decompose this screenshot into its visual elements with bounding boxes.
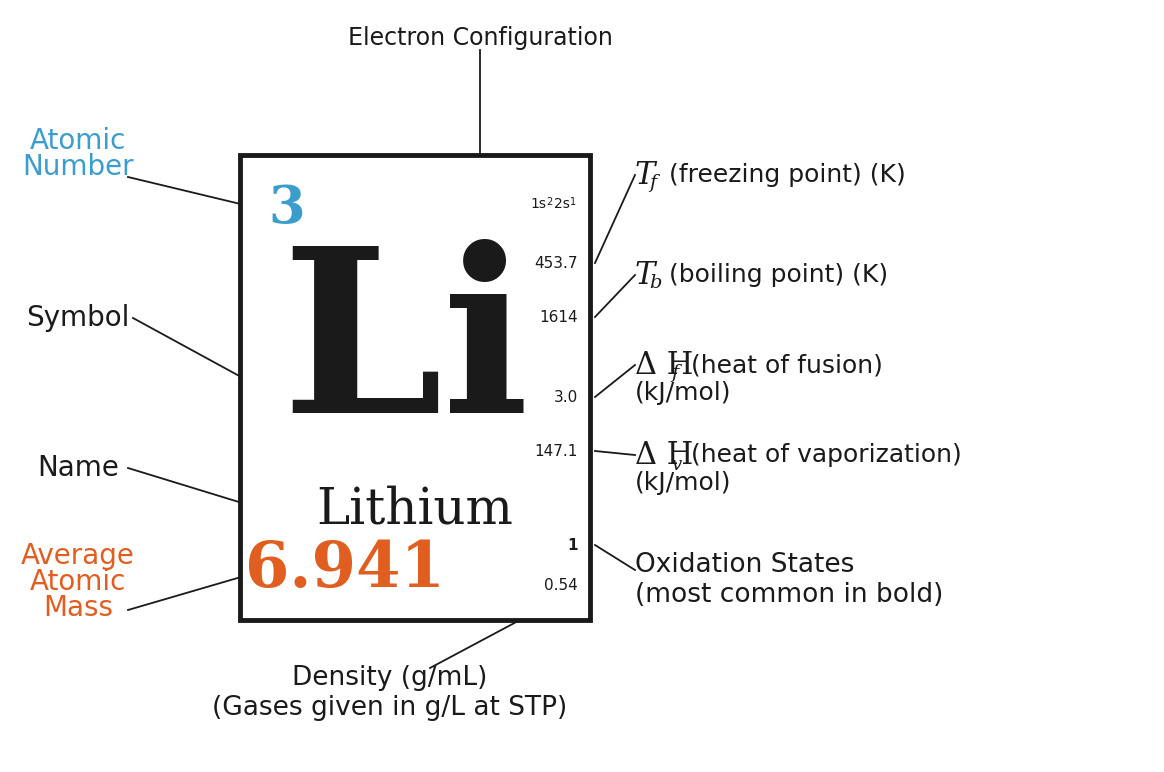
Text: Δ H: Δ H bbox=[636, 350, 694, 381]
Text: Density (g/mL): Density (g/mL) bbox=[292, 665, 488, 691]
Text: 2: 2 bbox=[546, 197, 552, 207]
Text: Mass: Mass bbox=[43, 594, 113, 622]
Text: (freezing point) (K): (freezing point) (K) bbox=[661, 163, 906, 187]
Text: 6.941: 6.941 bbox=[244, 540, 445, 601]
Text: 1: 1 bbox=[568, 537, 579, 553]
Text: (kJ/mol): (kJ/mol) bbox=[636, 471, 731, 495]
Text: f: f bbox=[650, 174, 656, 192]
Text: Li: Li bbox=[281, 239, 530, 461]
Text: 147.1: 147.1 bbox=[534, 443, 579, 459]
Bar bbox=[240, 155, 590, 620]
Text: (Gases given in g/L at STP): (Gases given in g/L at STP) bbox=[212, 695, 568, 721]
Text: 1s: 1s bbox=[530, 197, 546, 211]
Text: Average: Average bbox=[21, 542, 135, 570]
Text: (kJ/mol): (kJ/mol) bbox=[636, 381, 731, 405]
Text: Atomic: Atomic bbox=[30, 127, 126, 155]
Text: Name: Name bbox=[37, 454, 119, 482]
Text: 453.7: 453.7 bbox=[534, 256, 579, 270]
Text: 2s: 2s bbox=[554, 197, 570, 211]
Text: (heat of fusion): (heat of fusion) bbox=[683, 353, 882, 377]
Text: v: v bbox=[670, 456, 681, 474]
Text: (boiling point) (K): (boiling point) (K) bbox=[661, 263, 888, 287]
Text: Oxidation States: Oxidation States bbox=[636, 552, 854, 578]
Text: 1614: 1614 bbox=[539, 310, 579, 324]
Text: Δ H: Δ H bbox=[636, 439, 694, 470]
Text: Atomic: Atomic bbox=[30, 568, 126, 596]
Text: 0.54: 0.54 bbox=[545, 577, 579, 592]
Text: 1: 1 bbox=[570, 197, 576, 207]
Text: Lithium: Lithium bbox=[317, 486, 513, 535]
Text: b: b bbox=[650, 274, 661, 292]
Text: 3.0: 3.0 bbox=[554, 390, 579, 405]
Text: T: T bbox=[636, 259, 655, 290]
Text: f: f bbox=[670, 364, 679, 382]
Text: Electron Configuration: Electron Configuration bbox=[348, 26, 612, 50]
Text: T: T bbox=[636, 160, 655, 191]
Text: 3: 3 bbox=[268, 183, 305, 234]
Text: (most common in bold): (most common in bold) bbox=[636, 582, 943, 608]
Text: (heat of vaporization): (heat of vaporization) bbox=[683, 443, 961, 467]
Text: Symbol: Symbol bbox=[27, 304, 129, 332]
Text: Number: Number bbox=[22, 153, 134, 181]
